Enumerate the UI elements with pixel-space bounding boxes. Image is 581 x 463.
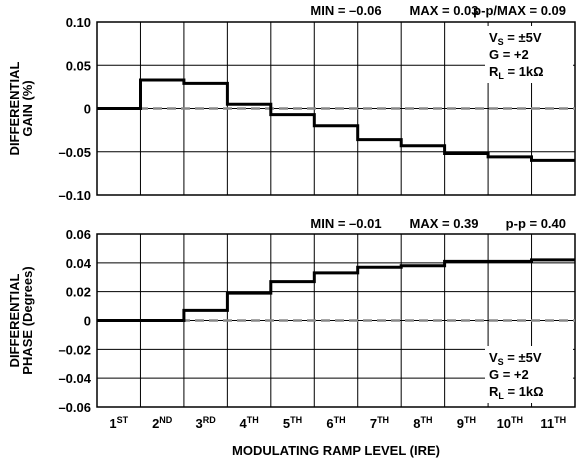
panel1-ylabel-line2: GAIN (%) [20,80,35,136]
panel1-step-series [97,78,575,162]
panel1-ytick-label: 0 [84,102,91,117]
panel2-annotation-g: G = +2 [489,367,529,382]
panel2-ytick-label: –0.02 [58,342,91,357]
panel2-annotation-vs: VS = ±5V [489,350,542,367]
panel1-annotation-vs: VS = ±5V [489,30,542,47]
xtick-label: 2ND [152,415,173,431]
xtick-label: 8TH [413,415,432,431]
panel1-ytick-label: –0.10 [58,188,91,203]
panel2-ylabel-line2: PHASE (Degrees) [20,266,35,374]
panel2-ytick-label: 0.04 [66,256,92,271]
xaxis-title: MODULATING RAMP LEVEL (IRE) [232,443,440,458]
panel1-annotation-g: G = +2 [489,47,529,62]
panel1-ytick-label: 0.05 [66,58,91,73]
panel1-header-min: MIN = –0.06 [310,3,381,18]
panel2-annotation-rl: RL = 1kΩ [489,384,544,401]
panel2-header-max: MAX = 0.39 [409,216,478,231]
panel1-ylabel-line1: DIFFERENTIAL [7,62,22,156]
xtick-label: 10TH [497,415,523,431]
panel2-ylabel-line1: DIFFERENTIAL [7,274,22,368]
xtick-label: 1ST [109,415,128,431]
xtick-label: 11TH [540,415,566,431]
panel2-ytick-label: 0 [84,314,91,329]
panel2-ytick-label: –0.06 [58,400,91,415]
xtick-label: 3RD [196,415,217,431]
panel2-ytick-label: 0.02 [66,285,91,300]
panel2-annotation-bg [485,346,573,403]
xtick-label: 4TH [239,415,258,431]
panel1-header-max: MAX = 0.03 [409,3,478,18]
panel2-ytick-label: 0.06 [66,227,91,242]
panel2-header-min: MIN = –0.01 [310,216,381,231]
panel1-ytick-label: 0.10 [66,15,91,30]
panel1-header-pp: p-p/MAX = 0.09 [473,3,566,18]
panel2-step-series [97,258,575,322]
panel2-header-pp: p-p = 0.40 [506,216,566,231]
panel1-annotation-bg [485,26,573,83]
panel2-ytick-label: –0.04 [58,371,91,386]
xtick-label: 7TH [370,415,389,431]
xtick-label: 5TH [283,415,302,431]
panel1-annotation-rl: RL = 1kΩ [489,64,544,81]
xtick-label: 9TH [457,415,476,431]
xtick-label: 6TH [326,415,345,431]
panel1-ytick-label: –0.05 [58,145,91,160]
